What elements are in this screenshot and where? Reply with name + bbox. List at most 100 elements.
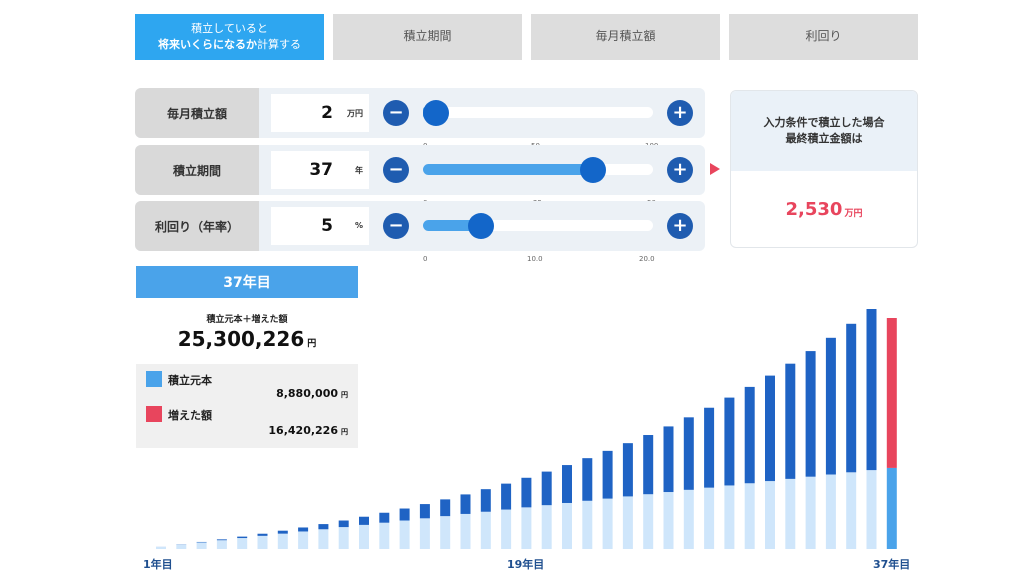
period-value: 37 bbox=[309, 160, 333, 180]
bar-principal-year-21[interactable] bbox=[562, 502, 572, 549]
bar-gain-year-37[interactable] bbox=[886, 318, 897, 468]
bar-gain-year-10[interactable] bbox=[338, 520, 349, 528]
bar-principal-year-17[interactable] bbox=[480, 511, 491, 549]
year-detail-total-block: 積立元本＋増えた額 25,300,226 円 bbox=[136, 298, 358, 364]
bar-principal-year-26[interactable] bbox=[663, 492, 674, 549]
slider-tick-min: 0 bbox=[423, 255, 428, 263]
bar-gain-year-27[interactable] bbox=[683, 417, 694, 490]
bar-gain-year-22[interactable] bbox=[582, 458, 593, 501]
bar-principal-year-28[interactable] bbox=[704, 487, 715, 549]
principal-value-number: 8,880,000 bbox=[276, 387, 338, 400]
bar-principal-year-5[interactable] bbox=[237, 538, 248, 549]
bar-gain-year-23[interactable] bbox=[602, 450, 613, 499]
bar-gain-year-6[interactable] bbox=[257, 533, 268, 536]
bar-gain-year-26[interactable] bbox=[663, 426, 674, 493]
bar-principal-year-7[interactable] bbox=[277, 533, 288, 549]
bar-principal-year-2[interactable] bbox=[176, 544, 187, 549]
period-input[interactable]: 37 年 bbox=[271, 151, 369, 189]
bar-gain-year-32[interactable] bbox=[785, 363, 796, 479]
bar-principal-year-10[interactable] bbox=[338, 527, 349, 549]
bar-principal-year-29[interactable] bbox=[724, 485, 735, 549]
bar-gain-year-31[interactable] bbox=[765, 375, 775, 482]
bar-principal-year-18[interactable] bbox=[501, 509, 512, 549]
period-plus-button[interactable]: + bbox=[667, 157, 693, 183]
bar-principal-year-8[interactable] bbox=[298, 531, 309, 549]
bar-principal-year-4[interactable] bbox=[216, 540, 227, 549]
tab-yield[interactable]: 利回り bbox=[729, 14, 918, 60]
bar-gain-year-18[interactable] bbox=[501, 483, 512, 510]
bar-principal-year-19[interactable] bbox=[521, 507, 532, 549]
bar-gain-year-33[interactable] bbox=[805, 351, 816, 477]
bar-gain-year-4[interactable] bbox=[216, 539, 227, 541]
bar-principal-year-22[interactable] bbox=[582, 500, 593, 549]
bar-gain-year-8[interactable] bbox=[298, 527, 309, 532]
bar-principal-year-13[interactable] bbox=[399, 520, 410, 549]
bar-principal-year-12[interactable] bbox=[379, 522, 390, 549]
bar-gain-year-29[interactable] bbox=[724, 397, 735, 486]
tab-monthly-amount[interactable]: 毎月積立額 bbox=[531, 14, 720, 60]
bar-gain-year-5[interactable] bbox=[237, 536, 248, 539]
yield-minus-button[interactable]: − bbox=[383, 213, 409, 239]
bar-gain-year-11[interactable] bbox=[359, 516, 369, 525]
bar-gain-year-14[interactable] bbox=[419, 504, 430, 519]
bar-principal-year-9[interactable] bbox=[318, 529, 329, 549]
bar-principal-year-11[interactable] bbox=[359, 524, 369, 549]
tab-future-amount[interactable]: 積立していると 将来いくらになるか計算する bbox=[135, 14, 324, 60]
bar-principal-year-27[interactable] bbox=[683, 489, 694, 549]
period-minus-button[interactable]: − bbox=[383, 157, 409, 183]
bar-principal-year-34[interactable] bbox=[825, 474, 836, 549]
result-body: 2,530 万円 bbox=[731, 171, 917, 247]
bar-principal-year-23[interactable] bbox=[602, 498, 613, 549]
bar-gain-year-16[interactable] bbox=[460, 494, 471, 514]
bar-principal-year-14[interactable] bbox=[419, 518, 430, 549]
bar-gain-year-17[interactable] bbox=[480, 489, 491, 512]
bar-principal-year-1[interactable] bbox=[156, 546, 166, 549]
tab-future-amount-line1: 積立していると bbox=[191, 22, 268, 36]
bar-principal-year-33[interactable] bbox=[805, 476, 816, 549]
yield-input[interactable]: 5 % bbox=[271, 207, 369, 245]
bar-principal-year-35[interactable] bbox=[846, 472, 857, 549]
bar-gain-year-20[interactable] bbox=[541, 471, 552, 506]
bar-gain-year-15[interactable] bbox=[440, 499, 451, 517]
yield-slider[interactable]: 0 10.0 20.0 bbox=[423, 213, 655, 263]
bar-principal-year-6[interactable] bbox=[257, 535, 268, 549]
yield-plus-button[interactable]: + bbox=[667, 213, 693, 239]
slider-handle[interactable] bbox=[580, 157, 607, 183]
period-slider[interactable]: 0 25 50 bbox=[423, 157, 656, 207]
bar-principal-year-31[interactable] bbox=[765, 481, 775, 549]
bar-gain-year-35[interactable] bbox=[846, 323, 857, 473]
bar-gain-year-34[interactable] bbox=[825, 337, 836, 475]
monthly-amount-input[interactable]: 2 万円 bbox=[271, 94, 369, 132]
bar-gain-year-12[interactable] bbox=[379, 512, 390, 523]
monthly-amount-minus-button[interactable]: − bbox=[383, 100, 409, 126]
bar-gain-year-25[interactable] bbox=[643, 435, 654, 495]
bar-gain-year-36[interactable] bbox=[866, 308, 877, 471]
bar-principal-year-24[interactable] bbox=[622, 496, 633, 549]
slider-tick-mid: 10.0 bbox=[527, 255, 543, 263]
bar-gain-year-19[interactable] bbox=[521, 477, 532, 508]
monthly-amount-slider[interactable]: 0 50 100 bbox=[423, 100, 658, 150]
year-detail-total-value: 25,300,226 bbox=[177, 326, 305, 351]
tab-period[interactable]: 積立期間 bbox=[333, 14, 522, 60]
bar-gain-year-13[interactable] bbox=[399, 508, 410, 521]
bar-principal-year-3[interactable] bbox=[196, 542, 207, 549]
bar-gain-year-30[interactable] bbox=[744, 386, 755, 484]
bar-gain-year-21[interactable] bbox=[562, 465, 572, 503]
bar-gain-year-9[interactable] bbox=[318, 524, 329, 530]
bar-principal-year-36[interactable] bbox=[866, 470, 877, 549]
slider-handle[interactable] bbox=[423, 100, 449, 126]
slider-handle[interactable] bbox=[467, 213, 494, 239]
bar-gain-year-24[interactable] bbox=[622, 443, 633, 497]
bar-principal-year-32[interactable] bbox=[785, 478, 796, 549]
bar-gain-year-28[interactable] bbox=[704, 407, 715, 488]
monthly-amount-unit: 万円 bbox=[347, 109, 363, 118]
control-period: 積立期間 37 年 − 0 25 50 + bbox=[135, 145, 705, 207]
bar-gain-year-7[interactable] bbox=[277, 530, 288, 534]
bar-principal-year-16[interactable] bbox=[460, 513, 471, 549]
bar-principal-year-20[interactable] bbox=[541, 505, 552, 549]
bar-principal-year-15[interactable] bbox=[440, 516, 451, 549]
bar-principal-year-30[interactable] bbox=[744, 483, 755, 549]
monthly-amount-plus-button[interactable]: + bbox=[667, 100, 693, 126]
bar-principal-year-25[interactable] bbox=[643, 494, 654, 549]
bar-principal-year-37[interactable] bbox=[886, 467, 897, 549]
